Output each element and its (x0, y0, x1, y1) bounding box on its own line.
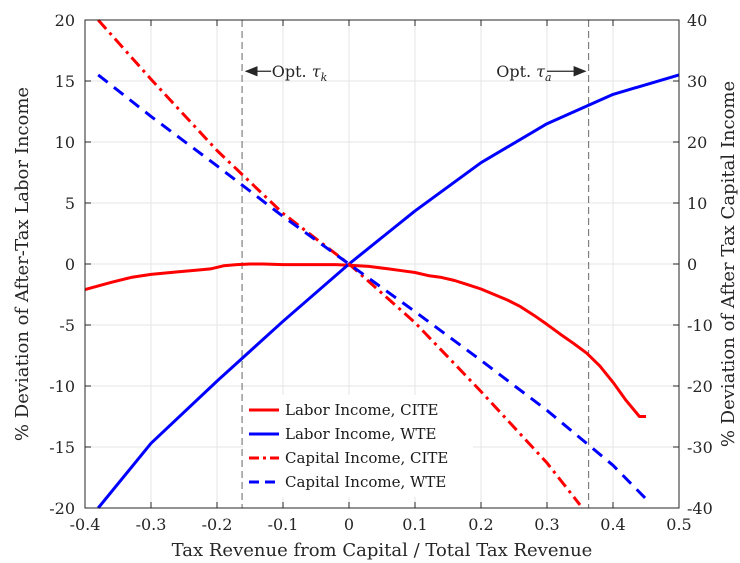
right-tick-label-0: -40 (687, 499, 713, 518)
x-tick-label-1: -0.3 (136, 515, 167, 534)
left-tick-label-4: 0 (65, 255, 75, 274)
x-tick-label-3: -0.1 (268, 515, 299, 534)
right-tick-label-3: -10 (687, 316, 713, 335)
left-tick-label-2: -10 (49, 377, 75, 396)
x-tick-label-4: 0 (344, 515, 354, 534)
x-tick-label-7: 0.3 (534, 515, 559, 534)
annotation-label-0: Opt. τk (272, 62, 328, 84)
x-axis-ticks: -0.4 -0.3 -0.2 -0.1 0 0.1 0.2 0.3 0.4 0.5 (70, 20, 692, 534)
right-tick-label-7: 30 (687, 72, 707, 91)
right-tick-label-4: 0 (687, 255, 697, 274)
legend-label-2: Capital Income, CITE (285, 449, 448, 467)
series-line-3 (97, 73, 648, 500)
left-axis-ticks: -20 -15 -10 -5 0 5 10 15 20 (49, 11, 91, 518)
right-tick-label-6: 20 (687, 133, 707, 152)
left-tick-label-8: 20 (55, 11, 75, 30)
right-axis-title: % Deviation of After Tax Capital Income (718, 81, 739, 447)
series-line-0 (84, 262, 646, 418)
x-tick-label-8: 0.4 (600, 515, 625, 534)
right-tick-label-2: -20 (687, 377, 713, 396)
x-tick-label-5: 0.1 (402, 515, 427, 534)
left-tick-label-6: 10 (55, 133, 75, 152)
right-tick-label-1: -30 (687, 438, 713, 457)
legend-box (243, 395, 473, 497)
legend-label-3: Capital Income, WTE (285, 473, 446, 491)
x-tick-label-6: 0.2 (468, 515, 493, 534)
left-tick-label-5: 5 (65, 194, 75, 213)
right-axis-ticks: -40 -30 -20 -10 0 10 20 30 40 (673, 11, 713, 518)
right-tick-label-8: 40 (687, 11, 707, 30)
legend-label-0: Labor Income, CITE (285, 401, 439, 419)
legend-label-1: Labor Income, WTE (285, 425, 437, 443)
series-lines (84, 19, 680, 509)
left-tick-label-1: -15 (49, 438, 75, 457)
x-axis-title: Tax Revenue from Capital / Total Tax Rev… (172, 540, 593, 561)
left-tick-label-0: -20 (49, 499, 75, 518)
x-tick-label-9: 0.5 (666, 515, 691, 534)
right-tick-label-5: 10 (687, 194, 707, 213)
annotations: Opt. τk Opt. τa (244, 62, 587, 84)
left-tick-label-3: -5 (59, 316, 75, 335)
x-tick-label-0: -0.4 (70, 515, 101, 534)
legend: Labor Income, CITE Labor Income, WTE Capit… (243, 395, 473, 497)
x-tick-label-2: -0.2 (202, 515, 233, 534)
annotation-label-1: Opt. τa (496, 62, 551, 84)
series-line-1 (97, 73, 680, 509)
left-tick-label-7: 15 (55, 72, 75, 91)
series-line-2 (97, 19, 582, 506)
left-axis-title: % Deviation of After-Tax Labor Income (12, 87, 33, 441)
